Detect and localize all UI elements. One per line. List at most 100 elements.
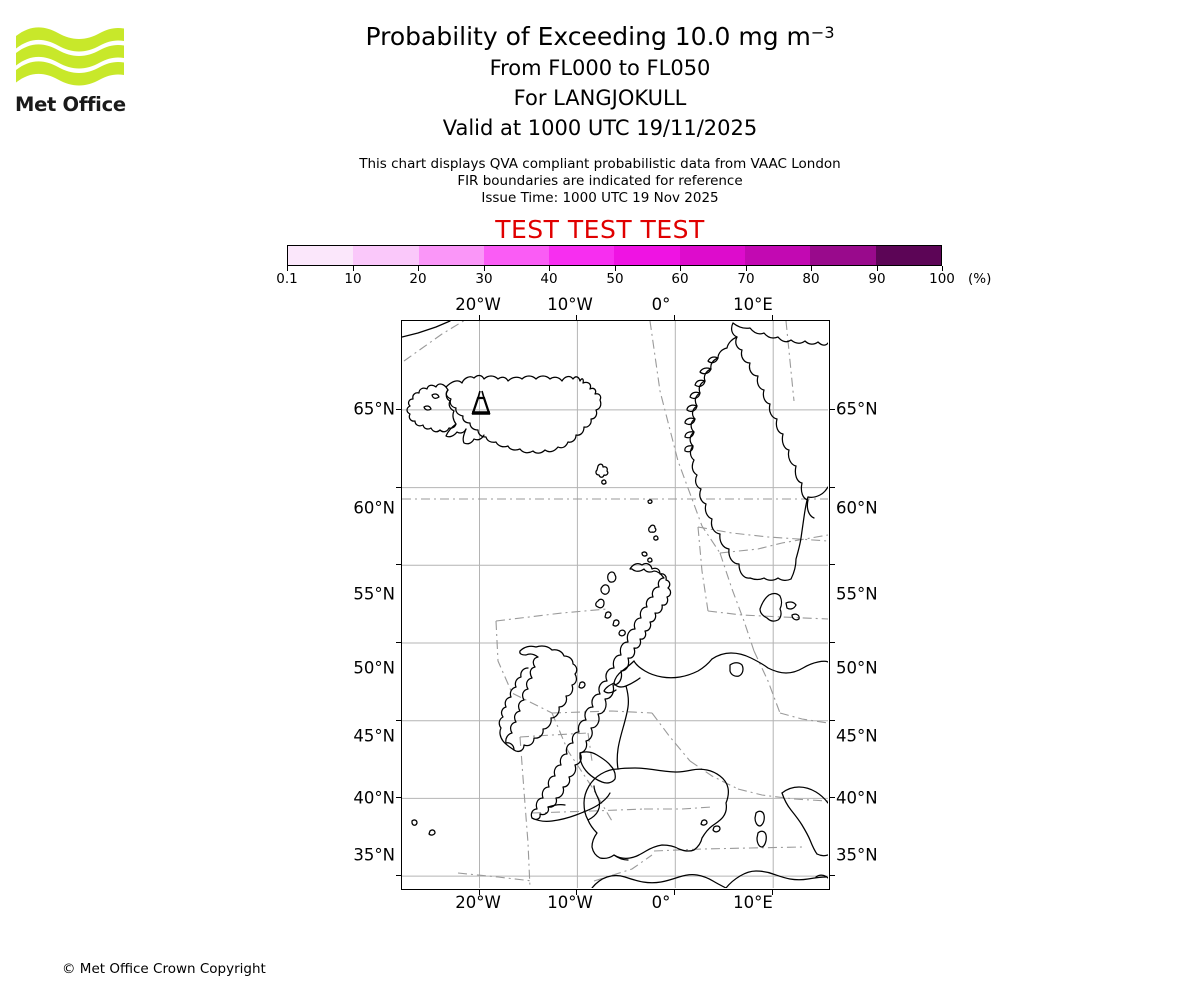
- colorbar-band-1: [353, 246, 419, 265]
- lat-label-left-40n: 40°N: [353, 788, 395, 808]
- lon-tick-top-3: [772, 315, 774, 320]
- colorbar-band-2: [418, 246, 484, 265]
- colorbar-tick-3: [484, 266, 485, 271]
- lat-tick-left-2: [396, 564, 401, 566]
- colorbar-tick-label-50: 50: [606, 271, 624, 287]
- colorbar-tick-label-30: 30: [475, 271, 493, 287]
- note-issue-time: Issue Time: 1000 UTC 19 Nov 2025: [481, 190, 719, 206]
- probability-colorbar: 0.1 10 20 30 40 50 60 70 80 90 100: [276, 245, 955, 287]
- lat-tick-left-5: [396, 797, 401, 799]
- colorbar-bands: [287, 245, 942, 266]
- lat-label-right-55n: 55°N: [836, 584, 878, 604]
- test-banner: TEST TEST TEST: [495, 215, 705, 244]
- colorbar-tick-label-0.1: 0.1: [276, 271, 298, 287]
- lat-label-left-50n: 50°N: [353, 658, 395, 678]
- colorbar-band-3: [483, 246, 550, 265]
- map-gridlines: [402, 321, 828, 888]
- lat-label-right-45n: 45°N: [836, 726, 878, 746]
- lon-tick-top-0: [478, 315, 480, 320]
- fir-boundaries: [402, 321, 828, 888]
- colorbar-tick-label-90: 90: [868, 271, 886, 287]
- colorbar-band-0: [288, 246, 354, 265]
- lat-label-left-35n: 35°N: [353, 845, 395, 865]
- colorbar-band-5: [614, 246, 680, 265]
- volcano-subtitle: For LANGJOKULL: [513, 86, 687, 110]
- lat-label-right-65n: 65°N: [836, 399, 878, 419]
- met-office-wave-mark: [16, 27, 124, 86]
- map-coastlines: [402, 321, 828, 888]
- colorbar-tick-9: [877, 266, 878, 271]
- lon-tick-bottom-2: [674, 890, 676, 895]
- lat-tick-right-1: [830, 486, 835, 488]
- flight-level-subtitle: From FL000 to FL050: [489, 56, 711, 80]
- lon-label-bottom-10e: 10°E: [733, 893, 773, 912]
- lon-label-top-10w: 10°W: [547, 295, 593, 314]
- lon-tick-top-1: [576, 315, 578, 320]
- note-qva-compliance: This chart displays QVA compliant probab…: [359, 156, 841, 172]
- page-title: Probability of Exceeding 10.0 mg m−3: [0, 24, 1200, 49]
- valid-time-subtitle: Valid at 1000 UTC 19/11/2025: [442, 116, 758, 140]
- lat-label-left-60n: 60°N: [353, 498, 395, 518]
- colorbar-band-8: [810, 246, 876, 265]
- colorbar-tick-8: [811, 266, 812, 271]
- lat-tick-right-5: [830, 797, 835, 799]
- colorbar-units-label: (%): [968, 271, 992, 287]
- map-canvas: [402, 321, 828, 888]
- colorbar-tick-label-10: 10: [344, 271, 362, 287]
- colorbar-tick-label-80: 80: [802, 271, 820, 287]
- colorbar-band-6: [679, 246, 746, 265]
- lon-label-top-10e: 10°E: [733, 295, 773, 314]
- colorbar-band-4: [549, 246, 615, 265]
- met-office-logo-text: Met Office: [15, 93, 126, 116]
- lon-tick-bottom-0: [478, 890, 480, 895]
- lon-label-top-20w: 20°W: [455, 295, 501, 314]
- colorbar-tick-4: [549, 266, 550, 271]
- lat-tick-right-0: [830, 408, 835, 410]
- colorbar-band-9: [875, 246, 941, 265]
- lat-tick-right-4: [830, 719, 835, 721]
- lat-label-left-45n: 45°N: [353, 726, 395, 746]
- lat-tick-right-2: [830, 564, 835, 566]
- page-title-exponent: −3: [810, 23, 835, 42]
- lat-label-left-55n: 55°N: [353, 584, 395, 604]
- lon-label-bottom-0: 0°: [651, 893, 671, 912]
- colorbar-tick-label-20: 20: [409, 271, 427, 287]
- note-fir-boundaries: FIR boundaries are indicated for referen…: [457, 173, 743, 189]
- colorbar-tick-label-100: 100: [929, 271, 955, 287]
- chart-notes: This chart displays QVA compliant probab…: [0, 156, 1200, 209]
- map-plot-area[interactable]: [401, 320, 830, 890]
- volcano-marker-langjokull: [471, 390, 491, 415]
- colorbar-tick-label-70: 70: [737, 271, 755, 287]
- colorbar-tick-label-60: 60: [671, 271, 689, 287]
- colorbar-tick-5: [615, 266, 616, 271]
- colorbar-tick-7: [746, 266, 747, 271]
- colorbar-tick-10: [942, 266, 943, 271]
- lat-label-right-50n: 50°N: [836, 658, 878, 678]
- lat-label-right-40n: 40°N: [836, 788, 878, 808]
- colorbar-tick-label-40: 40: [540, 271, 558, 287]
- lat-tick-right-6: [830, 875, 835, 877]
- page-title-text: Probability of Exceeding 10.0 mg m: [365, 22, 811, 51]
- lat-label-right-35n: 35°N: [836, 845, 878, 865]
- lon-tick-bottom-1: [576, 890, 578, 895]
- colorbar-tick-6: [680, 266, 681, 271]
- lat-tick-left-4: [396, 719, 401, 721]
- lat-label-right-60n: 60°N: [836, 498, 878, 518]
- lat-tick-left-3: [396, 642, 401, 643]
- lat-tick-right-3: [830, 642, 835, 643]
- lat-tick-left-0: [396, 408, 401, 410]
- lat-tick-left-6: [396, 875, 401, 877]
- lat-label-left-65n: 65°N: [353, 399, 395, 419]
- lon-label-top-0: 0°: [651, 295, 671, 314]
- copyright-footer: © Met Office Crown Copyright: [62, 961, 266, 977]
- lon-tick-bottom-3: [772, 890, 774, 895]
- met-office-logo: Met Office: [14, 22, 144, 117]
- colorbar-band-7: [745, 246, 811, 265]
- lon-tick-top-2: [674, 315, 676, 320]
- lon-label-bottom-10w: 10°W: [547, 893, 593, 912]
- colorbar-tick-2: [418, 266, 419, 271]
- lat-tick-left-1: [396, 486, 401, 488]
- colorbar-tick-0: [287, 266, 288, 271]
- chart-title-block: Probability of Exceeding 10.0 mg m−3 Fro…: [0, 24, 1200, 139]
- colorbar-tick-1: [353, 266, 354, 271]
